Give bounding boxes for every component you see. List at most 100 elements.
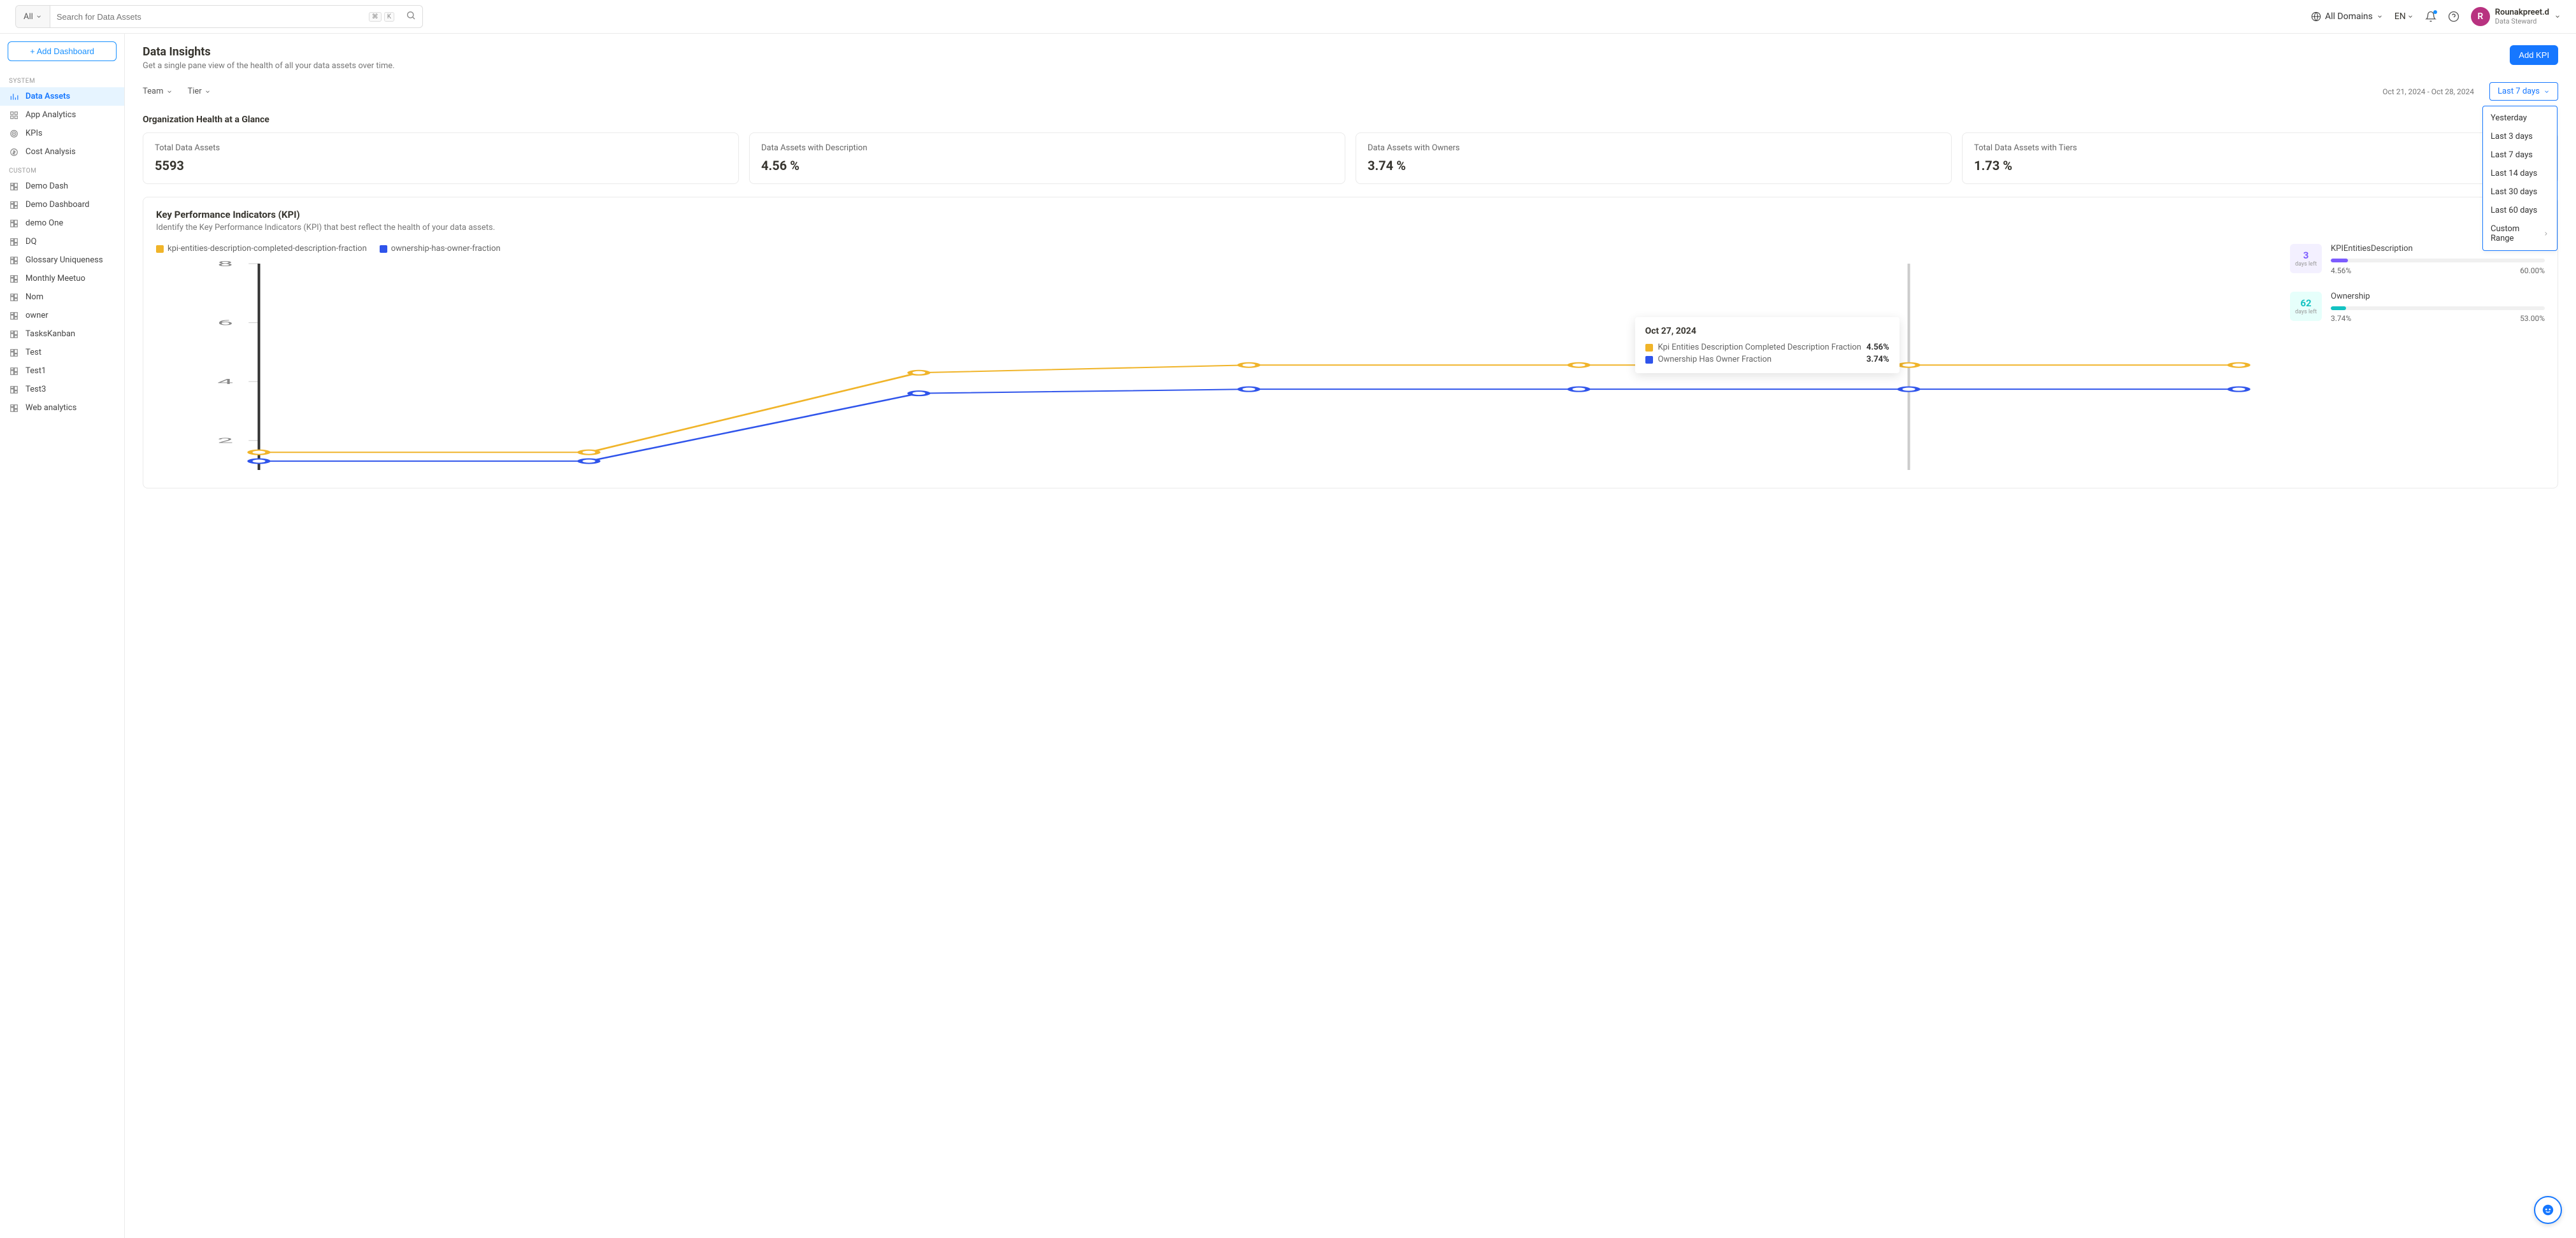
range-selected: Last 7 days	[2498, 87, 2540, 96]
sidebar-item-demo-one[interactable]: demo One	[0, 214, 124, 232]
days-left-badge: 3days left	[2290, 244, 2322, 273]
stat-card: Total Data Assets with Tiers1.73 %	[1962, 132, 2558, 184]
stat-label: Total Data Assets with Tiers	[1974, 143, 2546, 153]
sidebar-item-label: Demo Dashboard	[25, 200, 89, 210]
stat-value: 5593	[155, 158, 727, 173]
chevron-down-icon	[36, 13, 42, 20]
kpi-progress-card: 62days leftOwnership3.74%53.00%	[2290, 292, 2545, 323]
grid-icon	[9, 111, 19, 120]
sidebar-item-demo-dashboard[interactable]: Demo Dashboard	[0, 196, 124, 214]
domains-dropdown[interactable]: All Domains	[2311, 11, 2383, 22]
sidebar-item-cost-analysis[interactable]: Cost Analysis	[0, 143, 124, 161]
days-number: 3	[2303, 250, 2309, 261]
search-scope-dropdown[interactable]: All	[16, 6, 50, 27]
progress-bar	[2331, 306, 2545, 310]
kpi-current: 3.74%	[2331, 314, 2351, 323]
domains-label: All Domains	[2325, 11, 2373, 22]
range-option-label: Last 30 days	[2491, 187, 2537, 197]
range-option-label: Last 60 days	[2491, 206, 2537, 215]
notifications-button[interactable]	[2425, 11, 2436, 22]
chevron-right-icon	[2543, 231, 2549, 237]
range-option[interactable]: Last 60 days	[2483, 201, 2557, 220]
dashboard-icon	[9, 293, 19, 302]
sidebar-item-app-analytics[interactable]: App Analytics	[0, 106, 124, 124]
search-input[interactable]	[50, 12, 369, 22]
search-icon[interactable]	[399, 10, 422, 23]
tier-filter[interactable]: Tier	[188, 87, 211, 96]
sidebar-item-data-assets[interactable]: Data Assets	[0, 87, 124, 106]
kpi-name: Ownership	[2331, 292, 2545, 301]
range-option[interactable]: Last 7 days	[2483, 146, 2557, 164]
chevron-down-icon	[2544, 89, 2550, 95]
sidebar-item-label: Nom	[25, 292, 43, 302]
add-kpi-button[interactable]: Add KPI	[2510, 45, 2558, 65]
sidebar-item-nom[interactable]: Nom	[0, 288, 124, 306]
kpi-target: 60.00%	[2520, 266, 2545, 275]
kpi-current: 4.56%	[2331, 266, 2351, 275]
app-header: All ⌘ K All Domains EN	[0, 0, 2576, 34]
sidebar-item-monthly-meetuo[interactable]: Monthly Meetuo	[0, 269, 124, 288]
dashboard-icon	[9, 330, 19, 339]
bot-icon	[2541, 1203, 2555, 1217]
range-option[interactable]: Yesterday	[2483, 109, 2557, 127]
sidebar-item-web-analytics[interactable]: Web analytics	[0, 399, 124, 417]
tooltip-label: Ownership Has Owner Fraction	[1658, 355, 1772, 364]
sidebar-item-label: owner	[25, 311, 48, 320]
kbd-cmd: ⌘	[369, 12, 382, 22]
chart-icon	[9, 92, 19, 101]
tooltip-date: Oct 27, 2024	[1645, 326, 1889, 336]
sidebar-item-dq[interactable]: DQ	[0, 232, 124, 251]
sidebar-item-label: Monthly Meetuo	[25, 274, 85, 283]
chevron-down-icon	[2407, 13, 2414, 20]
sidebar-item-taskskanban[interactable]: TasksKanban	[0, 325, 124, 343]
days-label: days left	[2295, 261, 2317, 267]
help-button[interactable]	[2448, 11, 2459, 22]
language-dropdown[interactable]: EN	[2394, 11, 2414, 22]
days-label: days left	[2295, 309, 2317, 315]
team-filter[interactable]: Team	[143, 87, 173, 96]
range-option-label: Yesterday	[2491, 113, 2527, 123]
add-dashboard-button[interactable]: + Add Dashboard	[8, 41, 117, 61]
range-option[interactable]: Custom Range	[2483, 220, 2557, 248]
chart-tooltip: Oct 27, 2024 Kpi Entities Description Com…	[1635, 317, 1900, 373]
sidebar-item-test1[interactable]: Test1	[0, 362, 124, 380]
stat-label: Data Assets with Owners	[1368, 143, 1940, 153]
dashboard-icon	[9, 201, 19, 210]
range-option[interactable]: Last 14 days	[2483, 164, 2557, 183]
kbd-k: K	[384, 12, 394, 22]
glance-title: Organization Health at a Glance	[143, 115, 2558, 125]
sidebar-item-demo-dash[interactable]: Demo Dash	[0, 177, 124, 196]
days-number: 62	[2300, 297, 2311, 309]
legend-item: kpi-entities-description-completed-descr…	[156, 244, 367, 253]
stat-card: Data Assets with Description4.56 %	[749, 132, 1345, 184]
dashboard-icon	[9, 274, 19, 283]
chat-fab[interactable]	[2534, 1196, 2562, 1224]
sidebar-item-label: Glossary Uniqueness	[25, 255, 103, 265]
sidebar-item-label: App Analytics	[25, 110, 76, 120]
tooltip-label: Kpi Entities Description Completed Descr…	[1658, 343, 1861, 352]
sidebar-item-label: Test1	[25, 366, 46, 376]
sidebar-item-label: TasksKanban	[25, 329, 75, 339]
sidebar-item-test[interactable]: Test	[0, 343, 124, 362]
range-option-label: Last 7 days	[2491, 150, 2533, 160]
sidebar-item-test3[interactable]: Test3	[0, 380, 124, 399]
dollar-icon	[9, 148, 19, 157]
date-range-picker[interactable]: Last 7 days YesterdayLast 3 daysLast 7 d…	[2489, 82, 2558, 101]
user-role: Data Steward	[2495, 17, 2549, 25]
sidebar-item-glossary-uniqueness[interactable]: Glossary Uniqueness	[0, 251, 124, 269]
sidebar-item-kpis[interactable]: KPIs	[0, 124, 124, 143]
range-option[interactable]: Last 3 days	[2483, 127, 2557, 146]
sidebar-item-label: KPIs	[25, 129, 43, 138]
dashboard-icon	[9, 238, 19, 246]
tooltip-value: 4.56%	[1866, 343, 1889, 352]
team-filter-label: Team	[143, 87, 164, 96]
range-option[interactable]: Last 30 days	[2483, 183, 2557, 201]
kpi-subtitle: Identify the Key Performance Indicators …	[156, 223, 2545, 232]
sidebar-item-label: demo One	[25, 218, 63, 228]
range-option-label: Last 14 days	[2491, 169, 2537, 178]
dashboard-icon	[9, 385, 19, 394]
tooltip-swatch	[1645, 344, 1653, 352]
sidebar-item-owner[interactable]: owner	[0, 306, 124, 325]
user-menu[interactable]: R Rounakpreet.d Data Steward	[2471, 7, 2561, 26]
dashboard-icon	[9, 348, 19, 357]
